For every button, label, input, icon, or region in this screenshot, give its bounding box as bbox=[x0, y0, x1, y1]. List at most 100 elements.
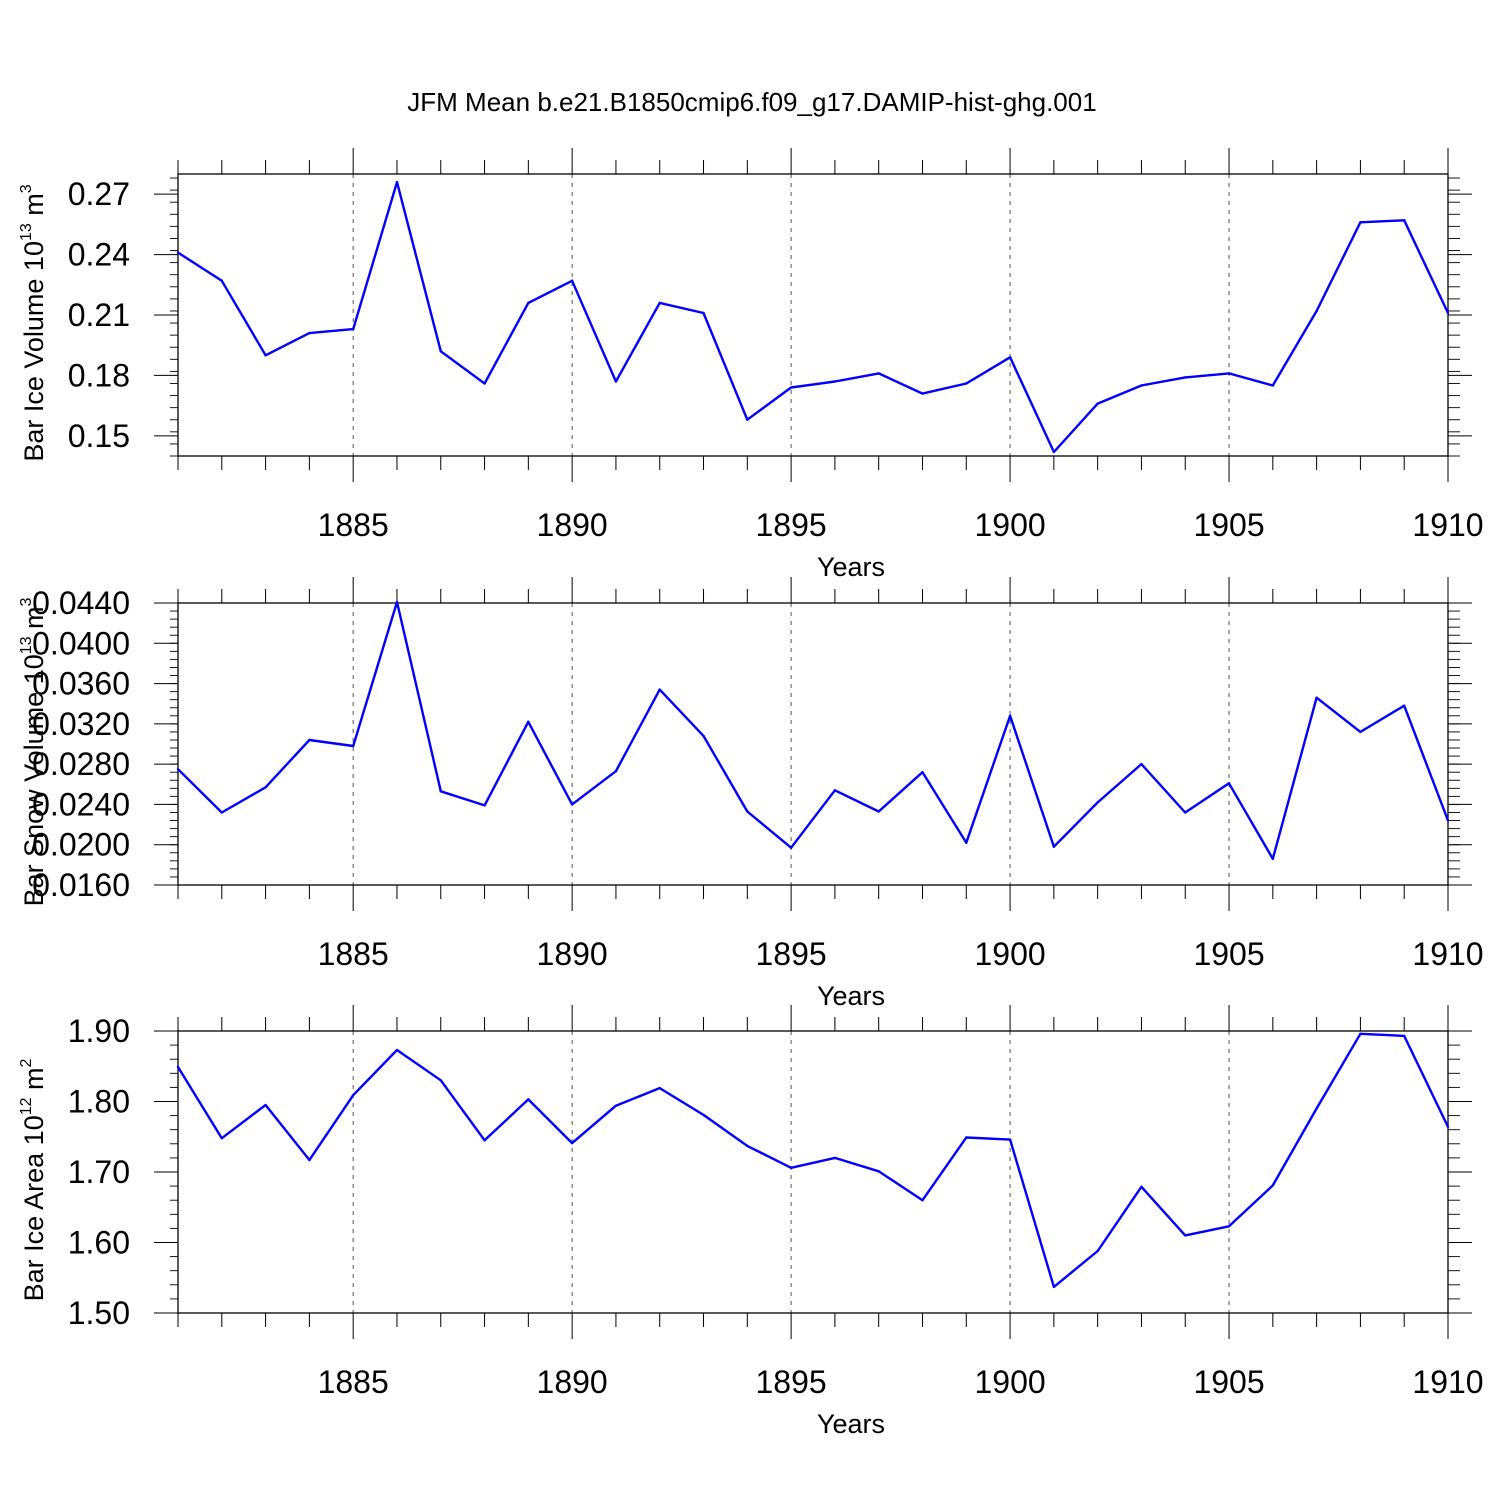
data-point bbox=[789, 386, 793, 389]
data-point bbox=[965, 841, 968, 844]
plot-frame bbox=[177, 602, 1449, 886]
data-point bbox=[1008, 714, 1012, 717]
data-point bbox=[527, 301, 530, 305]
x-tick-label: 1900 bbox=[974, 936, 1045, 972]
data-point bbox=[527, 720, 530, 724]
data-point bbox=[877, 372, 880, 375]
data-point bbox=[833, 380, 837, 383]
plot-frame bbox=[177, 173, 1449, 457]
data-point bbox=[264, 786, 267, 789]
data-point bbox=[395, 600, 399, 604]
data-point bbox=[658, 301, 661, 305]
data-point bbox=[1271, 857, 1275, 861]
data-point bbox=[921, 771, 924, 774]
series-line-ice-area bbox=[176, 1032, 1450, 1289]
y-tick-label: 0.0320 bbox=[32, 706, 130, 742]
x-tick-label: 1900 bbox=[974, 1364, 1045, 1400]
data-point bbox=[264, 354, 267, 357]
x-axis-label: Years bbox=[817, 981, 885, 1011]
data-point bbox=[1008, 356, 1012, 359]
y-tick-label: 0.27 bbox=[68, 176, 130, 212]
data-point bbox=[176, 251, 180, 254]
y-tick-label: 0.15 bbox=[68, 418, 130, 454]
data-point bbox=[176, 767, 180, 771]
data-point bbox=[1052, 450, 1056, 454]
x-tick-label: 1905 bbox=[1193, 1364, 1264, 1400]
data-point bbox=[570, 1141, 574, 1145]
y-tick-label: 0.0400 bbox=[32, 625, 130, 661]
x-tick-label: 1890 bbox=[537, 936, 608, 972]
x-tick-label: 1895 bbox=[756, 1364, 827, 1400]
x-tick-label: 1910 bbox=[1412, 507, 1483, 543]
y-axis-label: Bar Snow Volume 1013 m3 bbox=[18, 597, 49, 906]
x-tick-label: 1885 bbox=[318, 507, 389, 543]
y-tick-label: 0.0160 bbox=[32, 867, 130, 903]
data-point bbox=[1096, 801, 1099, 804]
data-point bbox=[746, 1144, 749, 1148]
x-tick-label: 1910 bbox=[1412, 1364, 1483, 1400]
data-point bbox=[1403, 704, 1406, 707]
data-point bbox=[1052, 845, 1056, 848]
data-point bbox=[789, 846, 793, 849]
data-point bbox=[1184, 811, 1187, 814]
data-point bbox=[570, 803, 574, 806]
x-tick-label: 1890 bbox=[537, 1364, 608, 1400]
data-point bbox=[833, 789, 837, 792]
data-point bbox=[965, 1136, 968, 1139]
data-point bbox=[1227, 372, 1231, 375]
series-line-ice-volume bbox=[177, 180, 1450, 454]
x-tick-label: 1885 bbox=[318, 936, 389, 972]
data-point bbox=[395, 180, 399, 184]
data-point bbox=[220, 811, 223, 814]
data-point bbox=[702, 734, 705, 738]
data-point bbox=[1052, 1285, 1056, 1289]
data-point bbox=[877, 1170, 880, 1173]
y-tick-label: 0.21 bbox=[68, 297, 130, 333]
data-point bbox=[483, 1139, 486, 1142]
data-point bbox=[1446, 1125, 1450, 1129]
data-point bbox=[1403, 219, 1406, 222]
data-point bbox=[570, 279, 574, 282]
data-point bbox=[439, 790, 442, 793]
data-point bbox=[1315, 696, 1318, 699]
data-point bbox=[1227, 782, 1231, 785]
data-point bbox=[351, 327, 355, 331]
data-point bbox=[1096, 402, 1099, 405]
data-point bbox=[877, 810, 880, 813]
data-point bbox=[220, 279, 223, 282]
data-point bbox=[1227, 1225, 1231, 1228]
data-point bbox=[1140, 384, 1143, 387]
x-tick-label: 1895 bbox=[756, 936, 827, 972]
y-axis-label: Bar Ice Area 1012 m2 bbox=[18, 1058, 49, 1301]
data-point bbox=[965, 382, 968, 385]
data-point bbox=[746, 810, 749, 813]
data-point bbox=[264, 1103, 267, 1107]
data-point bbox=[483, 382, 486, 385]
x-axis-label: Years bbox=[817, 552, 885, 582]
data-point bbox=[921, 1199, 924, 1202]
data-point bbox=[1359, 1032, 1362, 1036]
data-point bbox=[1184, 1234, 1187, 1237]
x-axis-label: Years bbox=[817, 1409, 885, 1439]
data-point bbox=[527, 1098, 530, 1101]
data-point bbox=[789, 1166, 793, 1169]
data-point bbox=[1446, 819, 1450, 822]
data-point bbox=[702, 311, 705, 315]
data-point bbox=[1446, 311, 1450, 315]
data-point bbox=[746, 418, 749, 421]
y-tick-label: 1.60 bbox=[68, 1225, 130, 1261]
data-point bbox=[1359, 730, 1362, 734]
data-point bbox=[439, 1079, 442, 1082]
data-point bbox=[395, 1048, 399, 1052]
panel-ice-volume: 1885 1890 1895 1900 1905 1910 0.15 0.18 0.21 0.2… bbox=[18, 148, 1484, 582]
data-point bbox=[308, 331, 311, 335]
plot-frame bbox=[177, 1030, 1449, 1314]
data-point bbox=[658, 688, 661, 691]
y-axis-label: Bar Ice Volume 1013 m3 bbox=[18, 184, 49, 461]
y-tick-label: 0.0360 bbox=[32, 666, 130, 702]
data-point bbox=[351, 1093, 355, 1097]
data-point bbox=[1271, 1184, 1275, 1187]
data-point bbox=[921, 392, 924, 395]
data-point bbox=[1271, 384, 1275, 387]
